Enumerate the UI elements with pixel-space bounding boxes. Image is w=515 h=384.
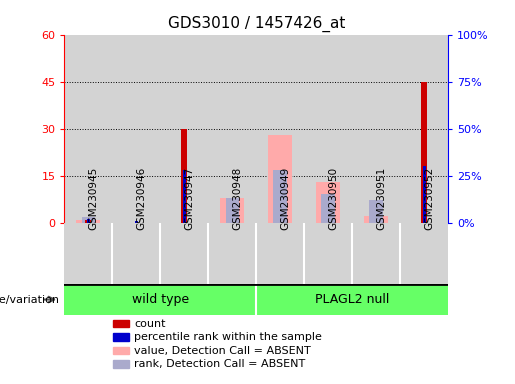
Text: GSM230952: GSM230952 (424, 167, 434, 230)
Bar (256, 284, 448, 315)
Bar (400, 223, 448, 284)
Text: rank, Detection Call = ABSENT: rank, Detection Call = ABSENT (134, 359, 305, 369)
Text: GSM230946: GSM230946 (136, 167, 146, 230)
Bar (220, 198, 244, 223)
Text: wild type: wild type (132, 293, 189, 306)
Text: GSM230948: GSM230948 (232, 167, 242, 230)
Bar (256, 35, 304, 223)
Title: GDS3010 / 1457426_at: GDS3010 / 1457426_at (167, 16, 345, 32)
Bar (113, 347, 129, 354)
Bar (64, 223, 112, 284)
Bar (304, 223, 352, 284)
Bar (76, 220, 100, 223)
Text: GSM230950: GSM230950 (328, 167, 338, 230)
Bar (304, 35, 352, 223)
Bar (226, 198, 239, 223)
Bar (256, 223, 304, 284)
Text: percentile rank within the sample: percentile rank within the sample (134, 332, 322, 342)
Bar (316, 182, 340, 223)
Text: count: count (134, 319, 165, 329)
Text: GSM230945: GSM230945 (89, 167, 98, 230)
Bar (64, 35, 112, 223)
Text: GSM230947: GSM230947 (184, 167, 194, 230)
Bar (64, 284, 256, 315)
Bar (135, 221, 138, 223)
Bar (87, 219, 90, 223)
Bar (369, 200, 383, 223)
Bar (82, 217, 95, 223)
Bar (321, 195, 335, 223)
Bar (112, 35, 160, 223)
Bar (113, 333, 129, 341)
Bar (113, 320, 129, 327)
Bar (113, 361, 129, 368)
Bar (400, 35, 448, 223)
Bar (273, 170, 287, 223)
Bar (421, 82, 427, 223)
Bar (183, 170, 186, 223)
Bar (208, 35, 256, 223)
Text: GSM230949: GSM230949 (280, 167, 290, 230)
Bar (181, 129, 187, 223)
Bar (160, 35, 208, 223)
Bar (85, 220, 91, 223)
Bar (423, 166, 425, 223)
Bar (112, 223, 160, 284)
Bar (208, 223, 256, 284)
Text: genotype/variation: genotype/variation (0, 295, 59, 305)
Bar (160, 223, 208, 284)
Bar (352, 35, 400, 223)
Text: PLAGL2 null: PLAGL2 null (315, 293, 389, 306)
Text: value, Detection Call = ABSENT: value, Detection Call = ABSENT (134, 346, 311, 356)
Bar (268, 135, 292, 223)
Bar (352, 223, 400, 284)
Bar (364, 217, 388, 223)
Text: GSM230951: GSM230951 (376, 167, 386, 230)
